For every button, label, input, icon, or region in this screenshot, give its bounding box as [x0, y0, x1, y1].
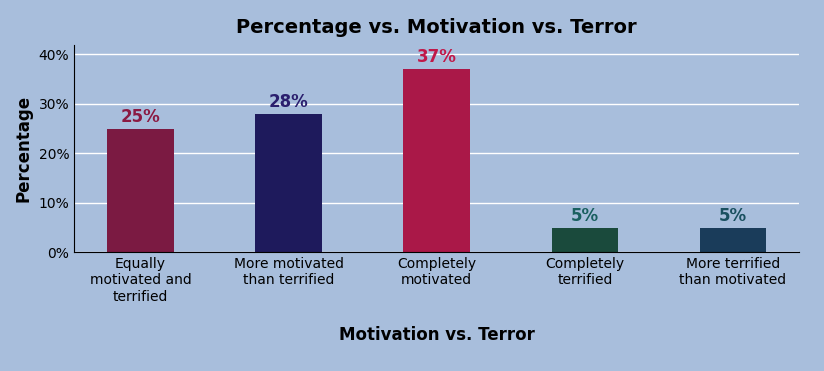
Title: Percentage vs. Motivation vs. Terror: Percentage vs. Motivation vs. Terror — [236, 19, 637, 37]
Text: 28%: 28% — [269, 93, 308, 111]
Y-axis label: Percentage: Percentage — [15, 95, 33, 202]
Bar — [107, 129, 174, 252]
Bar — [700, 227, 766, 252]
Bar — [551, 227, 618, 252]
Text: 5%: 5% — [571, 207, 599, 224]
Text: 5%: 5% — [719, 207, 747, 224]
Bar — [255, 114, 322, 252]
Text: 25%: 25% — [120, 108, 161, 126]
X-axis label: Motivation vs. Terror: Motivation vs. Terror — [339, 326, 535, 344]
Bar — [404, 69, 470, 252]
Text: 37%: 37% — [417, 48, 456, 66]
